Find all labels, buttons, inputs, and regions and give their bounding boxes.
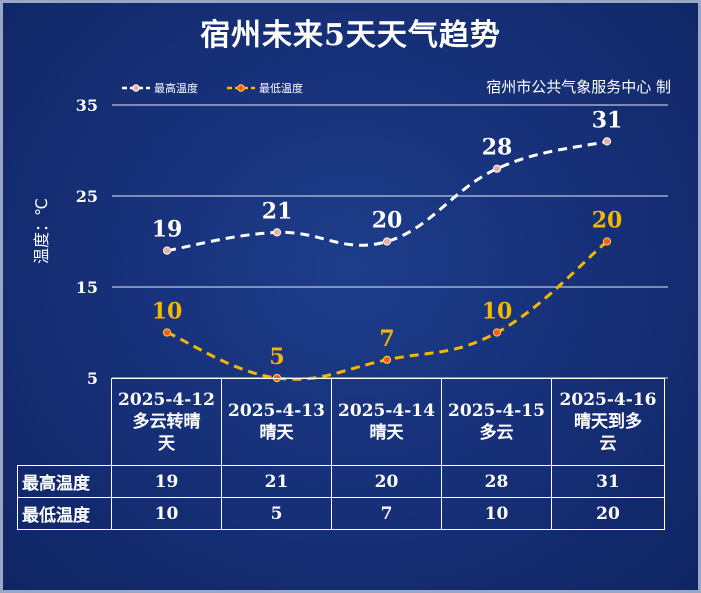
high-temp-cell: 28	[441, 465, 552, 498]
source-credit: 宿州市公共气象服务中心 制	[486, 78, 671, 96]
low-temp-label: 5	[269, 344, 284, 370]
high-temp-point	[602, 137, 612, 146]
day-weather: 多云	[479, 423, 514, 443]
high-temp-label: 28	[482, 135, 513, 161]
day-date: 2025-4-14	[338, 401, 435, 421]
day-header: 2025-4-12 多云转晴 天	[111, 378, 222, 466]
row-label-low: 最低温度	[17, 497, 112, 530]
high-temp-label: 20	[372, 208, 403, 234]
low-temp-cell: 10	[111, 497, 222, 530]
day-date: 2025-4-16	[559, 390, 657, 410]
low-temp-label: 10	[152, 299, 183, 325]
day-weather: 晴天	[369, 423, 404, 443]
data-labels: 19 21 20 28 31 10 5 7 10 20	[152, 107, 623, 370]
chart-title: 宿州未来5天天气趋势	[200, 18, 501, 53]
low-temp-point	[492, 328, 502, 337]
day-weather: 多云转晴 天	[132, 412, 201, 454]
day-date: 2025-4-15	[448, 401, 545, 421]
day-date: 2025-4-13	[228, 401, 325, 421]
low-temp-cell: 10	[441, 497, 552, 530]
high-temp-label: 21	[262, 198, 293, 224]
y-tick-label: 15	[76, 278, 98, 297]
day-weather: 晴天到多 云	[574, 412, 642, 454]
legend-label: 最高温度	[154, 81, 198, 95]
y-tick-label: 25	[76, 187, 98, 206]
high-temp-label: 31	[592, 107, 623, 133]
low-temp-label: 20	[592, 208, 623, 234]
low-temp-point	[602, 237, 612, 246]
low-temp-label: 7	[379, 326, 394, 352]
high-temp-label: 19	[152, 217, 183, 243]
table-corner	[17, 378, 112, 466]
day-header: 2025-4-14 晴天	[331, 378, 442, 466]
high-temp-point	[492, 164, 502, 173]
day-weather: 晴天	[259, 423, 294, 443]
low-temp-cell: 5	[221, 497, 332, 530]
low-temp-label: 10	[482, 299, 513, 325]
forecast-table: 2025-4-12 多云转晴 天 2025-4-13 晴天 2025-4-14 …	[17, 378, 665, 530]
high-temp-cell: 31	[551, 465, 665, 498]
day-header: 2025-4-16 晴天到多 云	[551, 378, 665, 466]
day-date: 2025-4-12	[118, 390, 215, 410]
legend: 最高温度 最低温度	[122, 81, 303, 95]
high-temp-point	[272, 228, 282, 237]
low-temp-point	[382, 355, 392, 364]
high-temp-cell: 21	[221, 465, 332, 498]
high-temp-point	[162, 246, 172, 255]
row-label-high: 最高温度	[17, 465, 112, 498]
low-temp-point	[162, 328, 172, 337]
series-lines	[162, 137, 612, 383]
legend-marker	[237, 84, 245, 92]
y-tick-label: 35	[76, 96, 98, 115]
high-temp-point	[382, 237, 392, 246]
day-header: 2025-4-15 多云	[441, 378, 552, 466]
legend-marker	[132, 84, 140, 92]
low-temp-cell: 7	[331, 497, 442, 530]
legend-label: 最低温度	[259, 81, 303, 95]
low-temp-cell: 20	[551, 497, 665, 530]
high-temp-line	[166, 139, 608, 253]
high-temp-cell: 20	[331, 465, 442, 498]
high-temp-cell: 19	[111, 465, 222, 498]
day-header: 2025-4-13 晴天	[221, 378, 332, 466]
